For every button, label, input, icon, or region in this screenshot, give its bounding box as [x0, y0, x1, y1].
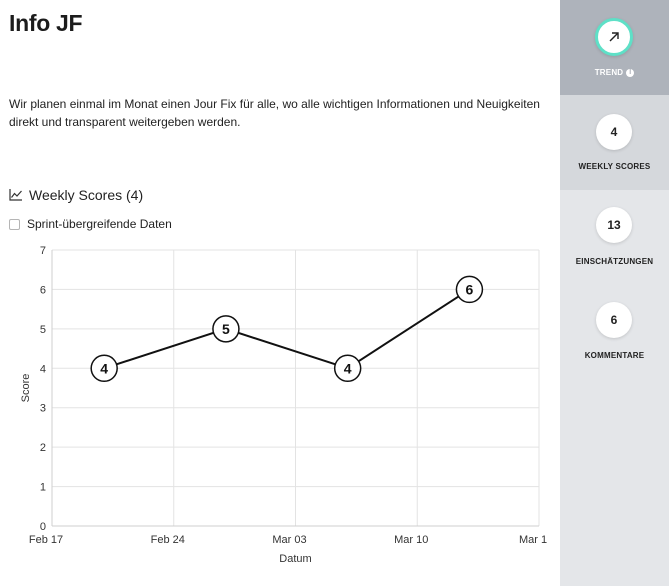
y-axis-title: Score [20, 374, 32, 403]
checkbox-label: Sprint-übergreifende Daten [27, 217, 172, 231]
x-tick-label: Mar 03 [272, 534, 306, 546]
kommentare-value: 6 [596, 302, 632, 338]
weekly-scores-value: 4 [596, 114, 632, 150]
einschaetzungen-stat[interactable]: 13 EINSCHÄTZUNGEN [560, 190, 669, 285]
einschaetzungen-value: 13 [596, 207, 632, 243]
line-chart-icon [9, 189, 22, 201]
series-line [103, 288, 470, 370]
y-tick-label: 0 [40, 521, 46, 533]
trend-label: TREND [594, 68, 624, 77]
sprint-data-checkbox[interactable]: Sprint-übergreifende Daten [9, 217, 172, 231]
einschaetzungen-label: EINSCHÄTZUNGEN [575, 257, 654, 266]
stats-sidebar: TREND i 4 WEEKLY SCORES 13 EINSCHÄTZUNGE… [560, 0, 669, 586]
y-tick-label: 1 [40, 482, 46, 494]
x-tick-label: Feb 17 [29, 534, 63, 546]
y-tick-label: 6 [40, 284, 46, 296]
y-tick-label: 5 [40, 324, 46, 336]
trend-label-row: TREND i [560, 68, 669, 77]
trend-circle [595, 18, 633, 56]
y-tick-label: 4 [40, 363, 46, 375]
weekly-scores-label: WEEKLY SCORES [578, 162, 651, 171]
data-label: 5 [222, 321, 230, 337]
trend-stat[interactable]: TREND i [560, 0, 669, 95]
data-point [212, 315, 240, 343]
kommentare-stat[interactable]: 6 KOMMENTARE [560, 285, 669, 380]
data-label: 4 [344, 360, 352, 376]
data-point [333, 354, 362, 383]
kommentare-label: KOMMENTARE [584, 351, 645, 360]
weekly-scores-stat[interactable]: 4 WEEKLY SCORES [560, 95, 669, 190]
x-tick-label: Mar 1 [519, 534, 547, 546]
section-header: Weekly Scores (4) [9, 187, 143, 203]
page-title: Info JF [9, 10, 83, 36]
section-title: Weekly Scores (4) [29, 187, 144, 203]
data-point [455, 275, 484, 304]
data-label: 4 [100, 360, 108, 376]
data-label: 6 [466, 281, 474, 297]
x-axis-title: Datum [279, 553, 311, 565]
x-tick-label: Feb 24 [151, 534, 185, 546]
x-tick-label: Mar 10 [394, 534, 428, 546]
page-description: Wir planen einmal im Monat einen Jour Fi… [9, 97, 540, 129]
y-tick-label: 3 [40, 403, 46, 415]
weekly-scores-chart: 0 1 2 3 4 5 6 7 Feb 17 Feb 24 Mar 03 Mar 10 Mar 1 Dat… [20, 245, 547, 565]
y-tick-label: 7 [40, 245, 46, 257]
data-point [90, 354, 118, 383]
arrow-up-right-icon [609, 32, 619, 42]
y-tick-label: 2 [40, 442, 46, 454]
checkbox-box[interactable] [9, 218, 20, 230]
info-icon[interactable]: i [626, 68, 635, 77]
main-content: Info JF Wir planen einmal im Monat einen… [9, 10, 547, 565]
